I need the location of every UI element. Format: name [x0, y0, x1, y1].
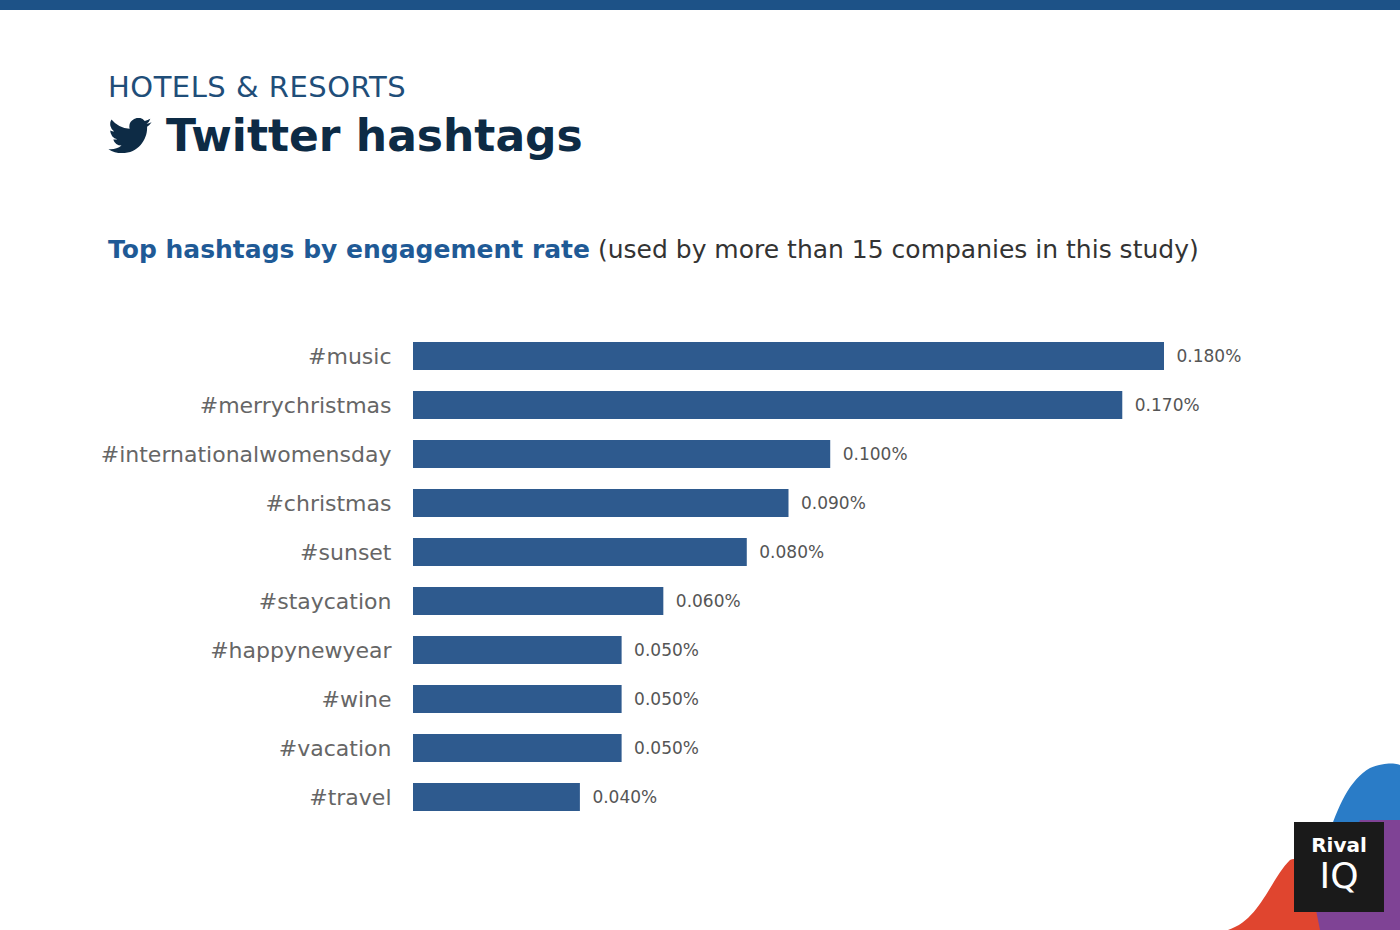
svg-text:0.170%: 0.170%: [1135, 395, 1200, 415]
svg-text:0.090%: 0.090%: [801, 493, 866, 513]
svg-text:#happynewyear: #happynewyear: [210, 638, 392, 663]
svg-text:0.060%: 0.060%: [676, 591, 741, 611]
svg-text:#wine: #wine: [321, 687, 391, 712]
svg-text:0.050%: 0.050%: [634, 689, 699, 709]
html-text:Top hashtags by engagement rat: Top hashtags by engagement rate (used by…: [108, 235, 1199, 264]
svg-text:#christmas: #christmas: [265, 491, 391, 516]
html-text:Twitter hashtags: Twitter hashtags: [166, 110, 583, 161]
svg-text:#sunset: #sunset: [300, 540, 392, 565]
html-text:IQ: IQ: [1319, 855, 1359, 896]
html-text:Rival: Rival: [1311, 833, 1367, 857]
svg-text:#staycation: #staycation: [259, 589, 392, 614]
html-text:HOTELS & RESORTS: HOTELS & RESORTS: [108, 70, 407, 104]
svg-text:#merrychristmas: #merrychristmas: [200, 393, 392, 418]
svg-text:#vacation: #vacation: [279, 736, 392, 761]
svg-text:0.050%: 0.050%: [634, 640, 699, 660]
svg-text:#music: #music: [308, 344, 391, 369]
svg-text:#internationalwomensday: #internationalwomensday: [101, 442, 392, 467]
svg-text:0.100%: 0.100%: [843, 444, 908, 464]
svg-text:0.040%: 0.040%: [592, 787, 657, 807]
svg-text:0.180%: 0.180%: [1177, 346, 1242, 366]
svg-text:0.050%: 0.050%: [634, 738, 699, 758]
svg-text:0.080%: 0.080%: [759, 542, 824, 562]
svg-text:#travel: #travel: [309, 785, 391, 810]
